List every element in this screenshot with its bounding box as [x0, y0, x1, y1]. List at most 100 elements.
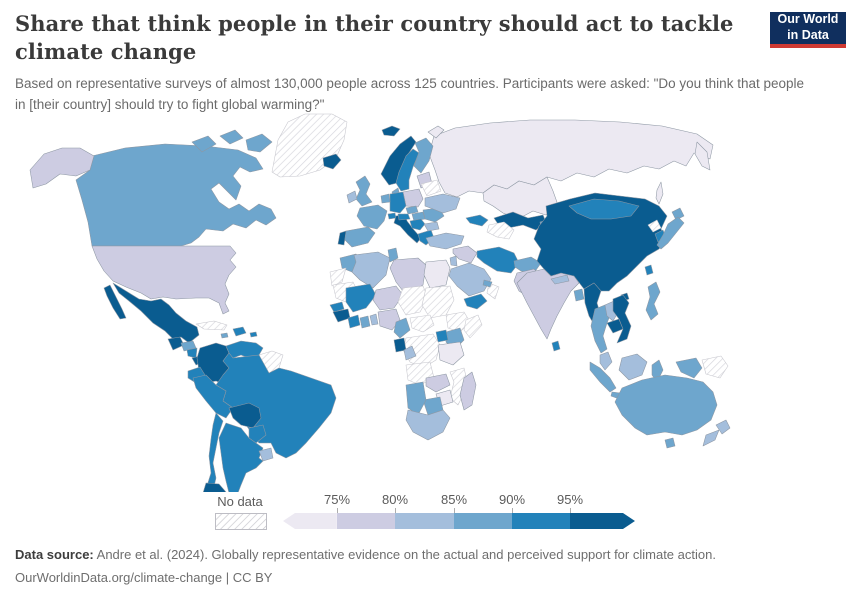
- country-caucasus[interactable]: [465, 214, 489, 227]
- country-saudi-arabia[interactable]: [448, 262, 492, 297]
- country-ghana[interactable]: [359, 315, 371, 329]
- country-malaysia[interactable]: [599, 351, 613, 371]
- country-borneo[interactable]: [618, 353, 648, 381]
- country-western-sahara[interactable]: [329, 267, 347, 287]
- country-uganda[interactable]: [435, 329, 449, 343]
- country-svalbard[interactable]: [381, 125, 401, 137]
- country-sumatra[interactable]: [589, 361, 617, 393]
- country-argentina[interactable]: [218, 422, 264, 492]
- country-uk[interactable]: [355, 175, 373, 207]
- country-belarus[interactable]: [420, 179, 442, 197]
- country-congo[interactable]: [403, 345, 417, 361]
- country-zambia[interactable]: [425, 373, 451, 393]
- country-bulgaria[interactable]: [423, 221, 440, 232]
- country-west-papua[interactable]: [675, 357, 703, 379]
- country-iran[interactable]: [476, 246, 520, 274]
- country-nicaragua[interactable]: [186, 347, 198, 359]
- country-cameroon[interactable]: [393, 317, 411, 339]
- country-mexico[interactable]: [112, 282, 200, 344]
- country-somalia[interactable]: [463, 314, 483, 339]
- country-greenland[interactable]: [271, 113, 348, 178]
- country-yemen[interactable]: [463, 293, 488, 310]
- country-madagascar[interactable]: [459, 371, 477, 411]
- country-puerto-rico[interactable]: [249, 331, 258, 338]
- country-ivory-coast[interactable]: [347, 314, 361, 329]
- country-algeria[interactable]: [351, 251, 391, 289]
- country-syria-iraq[interactable]: [452, 245, 478, 264]
- country-canada-island[interactable]: [219, 129, 244, 145]
- country-paraguay[interactable]: [248, 424, 267, 444]
- country-benin-togo[interactable]: [369, 313, 379, 326]
- country-mongolia[interactable]: [568, 198, 640, 220]
- country-taiwan[interactable]: [644, 264, 654, 276]
- country-canada-island[interactable]: [245, 133, 273, 153]
- country-japan-hokkaido[interactable]: [671, 207, 685, 221]
- country-tanzania[interactable]: [437, 341, 465, 366]
- country-nepal[interactable]: [550, 274, 570, 285]
- country-canada-island[interactable]: [191, 135, 217, 153]
- country-chad[interactable]: [397, 285, 429, 316]
- country-senegal[interactable]: [329, 301, 345, 313]
- country-australia[interactable]: [614, 374, 718, 436]
- country-tunisia[interactable]: [387, 247, 399, 263]
- country-norway[interactable]: [380, 135, 417, 186]
- country-usa[interactable]: [91, 245, 237, 315]
- country-russia-sakhalin[interactable]: [655, 181, 664, 205]
- country-brazil[interactable]: [215, 352, 337, 459]
- country-czechia[interactable]: [405, 205, 419, 215]
- country-poland[interactable]: [402, 188, 424, 208]
- country-central-african-republic[interactable]: [409, 314, 435, 333]
- country-nz-south[interactable]: [702, 429, 720, 447]
- no-data-swatch[interactable]: [215, 513, 267, 535]
- country-bangladesh[interactable]: [573, 288, 585, 302]
- country-south-africa[interactable]: [405, 409, 451, 441]
- country-philippines[interactable]: [645, 281, 661, 321]
- country-cuba[interactable]: [195, 320, 228, 331]
- country-uae[interactable]: [482, 279, 493, 288]
- country-niger[interactable]: [372, 285, 404, 311]
- country-netherlands-belgium[interactable]: [380, 193, 391, 204]
- country-canada[interactable]: [75, 143, 277, 247]
- country-portugal[interactable]: [337, 230, 347, 246]
- legend-segment-80-85[interactable]: [394, 513, 455, 529]
- country-novaya-zemlya[interactable]: [427, 125, 445, 139]
- country-switzerland[interactable]: [387, 212, 397, 220]
- country-spain[interactable]: [343, 226, 376, 248]
- country-ireland[interactable]: [346, 190, 358, 204]
- country-sudan[interactable]: [421, 285, 455, 319]
- country-uruguay[interactable]: [258, 447, 274, 462]
- country-sweden[interactable]: [395, 148, 420, 192]
- country-papua-new-guinea[interactable]: [701, 355, 729, 379]
- legend-segment-gt95[interactable]: [570, 513, 635, 529]
- country-egypt[interactable]: [423, 259, 451, 289]
- country-bolivia[interactable]: [228, 402, 262, 429]
- legend-segment-lt75[interactable]: [283, 513, 337, 529]
- country-alaska[interactable]: [29, 147, 95, 189]
- country-germany[interactable]: [389, 191, 407, 214]
- country-namibia[interactable]: [405, 381, 427, 416]
- legend-segment-85-90[interactable]: [454, 513, 512, 529]
- country-chile-south[interactable]: [203, 482, 227, 492]
- country-mali[interactable]: [345, 283, 377, 313]
- country-ukraine[interactable]: [424, 193, 461, 214]
- country-iceland[interactable]: [322, 153, 342, 170]
- country-tasmania[interactable]: [664, 437, 676, 449]
- country-hispaniola[interactable]: [232, 326, 247, 337]
- country-jamaica[interactable]: [220, 332, 229, 339]
- country-north-korea[interactable]: [647, 219, 662, 233]
- country-israel-jordan[interactable]: [449, 255, 458, 267]
- country-finland[interactable]: [413, 137, 434, 174]
- legend-segment-75-80[interactable]: [336, 513, 395, 529]
- country-mexico-baja[interactable]: [103, 284, 127, 320]
- country-france[interactable]: [356, 204, 388, 230]
- country-sri-lanka[interactable]: [551, 340, 561, 352]
- country-chile[interactable]: [205, 412, 224, 492]
- legend-segment-90-95[interactable]: [511, 513, 570, 529]
- country-japan-honshu[interactable]: [656, 216, 685, 250]
- country-russia-kamchatka[interactable]: [694, 141, 711, 171]
- country-russia[interactable]: [428, 119, 714, 198]
- country-austria[interactable]: [397, 213, 411, 221]
- country-turkey[interactable]: [425, 232, 465, 250]
- country-nz-north[interactable]: [715, 419, 731, 435]
- country-turkmenistan[interactable]: [486, 221, 515, 240]
